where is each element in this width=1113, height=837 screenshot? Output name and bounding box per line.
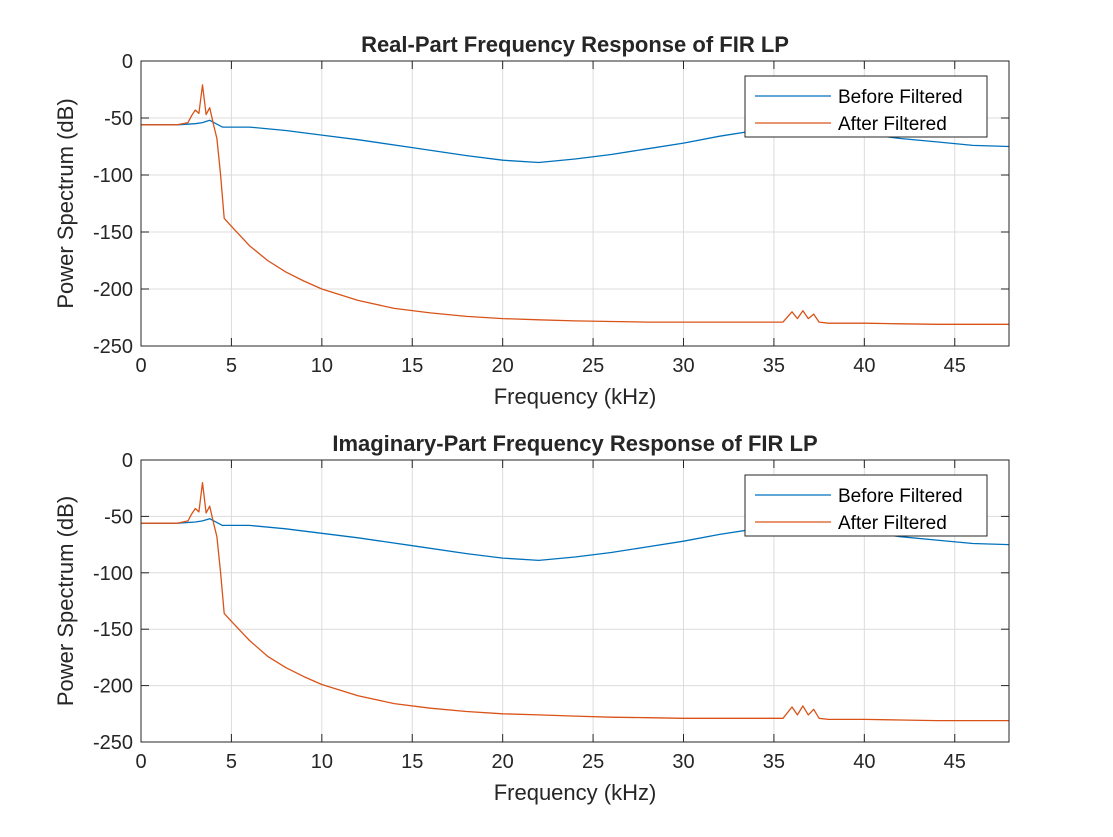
subplot-2: 0 5 10 15 20 25 30 35 40 45 0 -50 -100 -150 -200 -250 Im… (53, 431, 1010, 805)
axes-box (140, 459, 1010, 743)
x-tick-label: 20 (492, 355, 514, 377)
x-tick-label: 0 (135, 751, 146, 773)
x-tick-label: 5 (226, 751, 237, 773)
y-tick-label: -200 (93, 676, 133, 698)
y-tick-label: -250 (93, 732, 133, 754)
y-tick-label: -100 (93, 563, 133, 585)
chart-title: Imaginary-Part Frequency Response of FIR… (332, 431, 817, 456)
x-tick-label: 25 (582, 355, 604, 377)
x-tick-label: 25 (582, 751, 604, 773)
subplot-1: 0 5 10 15 20 25 30 35 40 45 0 -50 -100 -150 -200 -250 Re… (53, 32, 1010, 409)
x-tick-label: 45 (944, 751, 966, 773)
x-tick-label: 10 (311, 751, 333, 773)
x-tick-label: 45 (944, 355, 966, 377)
series-line-2 (141, 84, 1009, 325)
x-tick-label: 35 (763, 355, 785, 377)
x-tick-label: 35 (763, 751, 785, 773)
legend-box (744, 75, 988, 138)
legend: Before Filtered After Filtered (744, 474, 988, 537)
x-tick-label: 15 (401, 751, 423, 773)
chart-title: Real-Part Frequency Response of FIR LP (361, 32, 789, 57)
x-tick-label: 15 (401, 355, 423, 377)
y-tick-label: -50 (104, 108, 133, 130)
y-axis-label: Power Spectrum (dB) (53, 496, 78, 706)
legend-box (744, 474, 988, 537)
legend-label-2: After Filtered (838, 114, 947, 135)
y-axis-label: Power Spectrum (dB) (53, 98, 78, 308)
y-tick-label: 0 (122, 51, 133, 73)
y-tick-label: -250 (93, 336, 133, 358)
x-tick-label: 30 (672, 355, 694, 377)
legend: Before Filtered After Filtered (744, 75, 988, 138)
axes-box (140, 60, 1010, 347)
legend-label-2: After Filtered (838, 513, 947, 534)
y-tick-label: -100 (93, 165, 133, 187)
legend-label-1: Before Filtered (838, 486, 963, 507)
y-tick-label: -150 (93, 619, 133, 641)
x-tick-label: 20 (492, 751, 514, 773)
x-tick-label: 5 (226, 355, 237, 377)
series-line-2 (141, 481, 1009, 722)
y-tick-label: 0 (122, 450, 133, 472)
y-tick-label: -200 (93, 279, 133, 301)
x-tick-label: 30 (672, 751, 694, 773)
x-axis-label: Frequency (kHz) (494, 780, 657, 805)
x-tick-label: 40 (853, 751, 875, 773)
y-tick-label: -150 (93, 222, 133, 244)
x-tick-label: 10 (311, 355, 333, 377)
x-tick-label: 0 (135, 355, 146, 377)
y-tick-label: -50 (104, 506, 133, 528)
legend-label-1: Before Filtered (838, 87, 963, 108)
x-tick-label: 40 (853, 355, 875, 377)
x-axis-label: Frequency (kHz) (494, 384, 657, 409)
